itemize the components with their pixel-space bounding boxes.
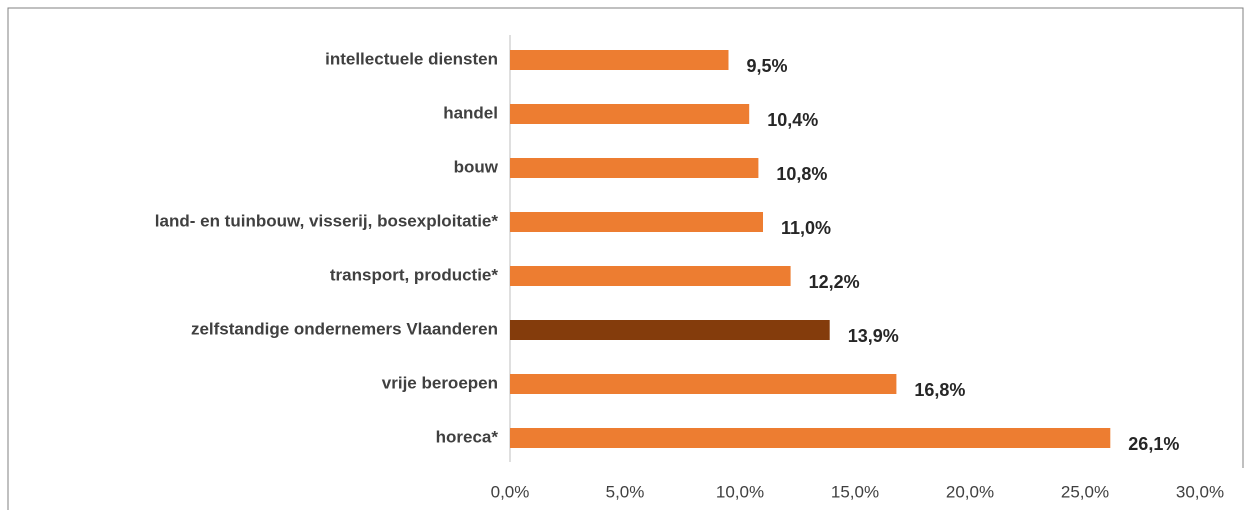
x-tick-label: 15,0% [831, 482, 879, 501]
bar [510, 212, 763, 232]
chart-frame [7, 7, 1244, 510]
value-label: 10,8% [776, 164, 827, 184]
category-label: vrije beroepen [382, 373, 498, 392]
category-label: intellectuele diensten [325, 49, 498, 68]
bar [510, 266, 791, 286]
value-label: 26,1% [1128, 434, 1179, 454]
bar [510, 50, 729, 70]
category-label: handel [443, 103, 498, 122]
value-label: 16,8% [914, 380, 965, 400]
x-tick-label: 5,0% [606, 482, 645, 501]
x-tick-label: 0,0% [491, 482, 530, 501]
category-label: land- en tuinbouw, visserij, bosexploita… [155, 211, 499, 230]
value-label: 13,9% [848, 326, 899, 346]
value-label: 11,0% [781, 218, 831, 238]
x-tick-label: 10,0% [716, 482, 764, 501]
bar [510, 104, 750, 124]
x-tick-label: 20,0% [946, 482, 994, 501]
bar [510, 320, 830, 340]
category-label: horeca* [436, 427, 499, 446]
x-tick-label: 30,0% [1176, 482, 1224, 501]
category-label: bouw [454, 157, 499, 176]
category-label: zelfstandige ondernemers Vlaanderen [191, 319, 498, 338]
bar [510, 374, 897, 394]
x-tick-label: 25,0% [1061, 482, 1109, 501]
category-label: transport, productie* [330, 265, 499, 284]
value-label: 10,4% [767, 110, 818, 130]
bar [510, 158, 759, 178]
bar [510, 428, 1111, 448]
value-label: 9,5% [747, 56, 788, 76]
value-label: 12,2% [809, 272, 860, 292]
